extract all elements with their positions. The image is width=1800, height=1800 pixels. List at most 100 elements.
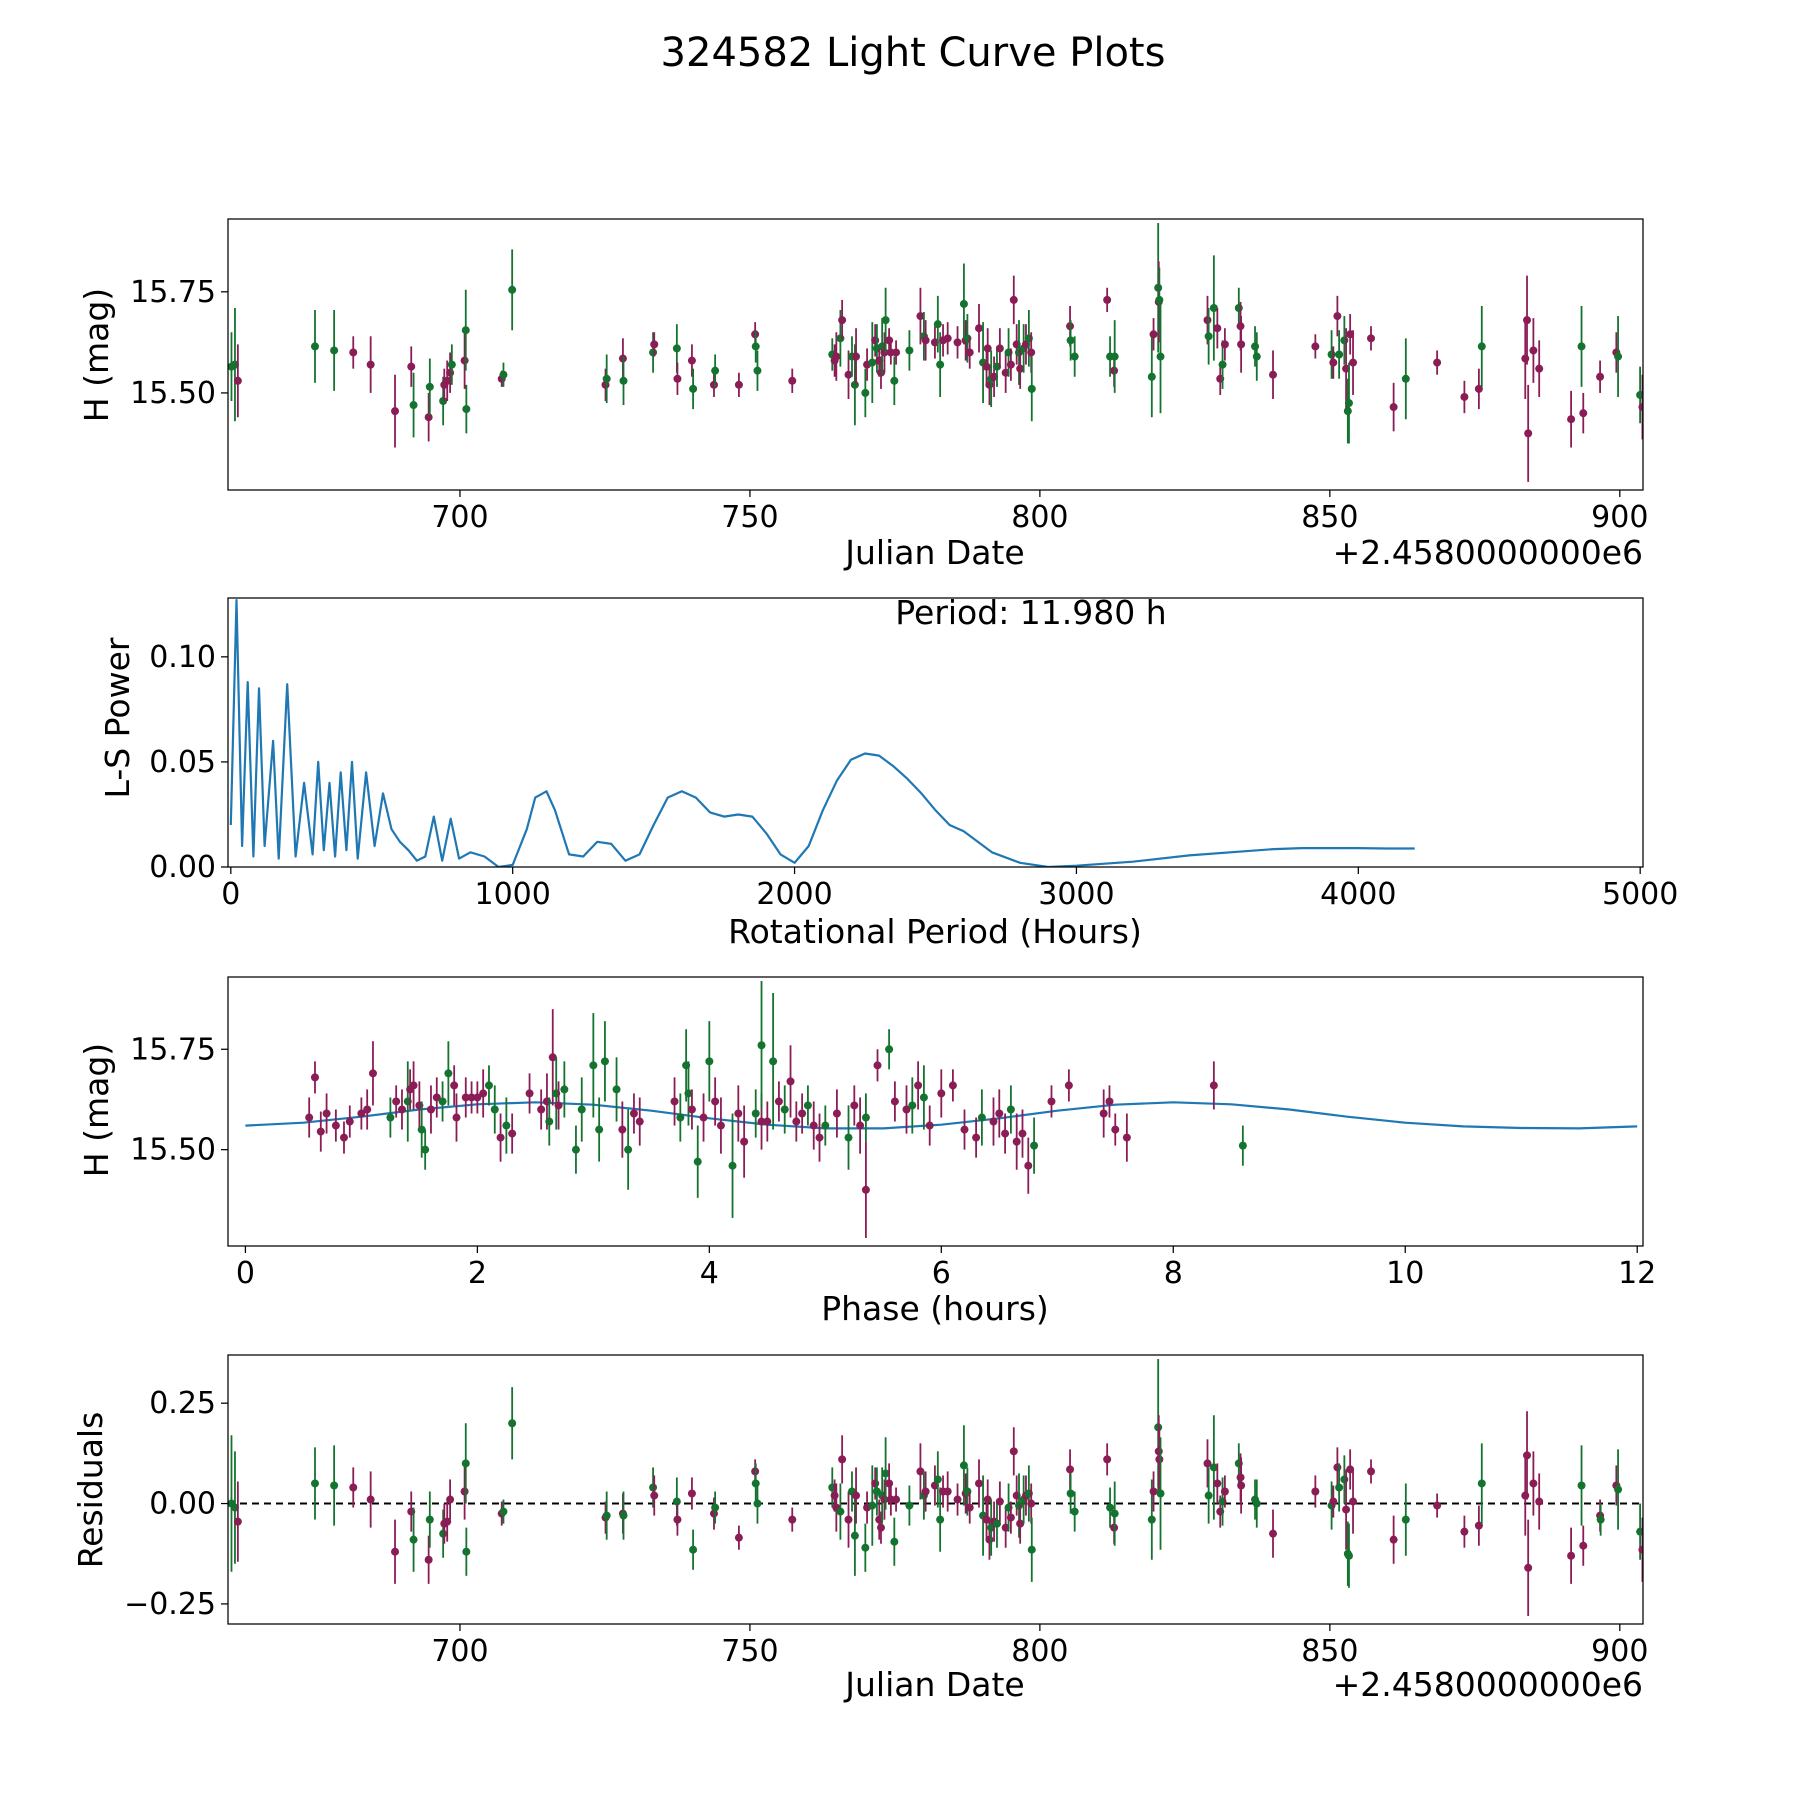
- periodogram-panel: L-S Power Rotational Period (Hours) Peri…: [98, 593, 1678, 951]
- phase-folded-data-point: [948, 1081, 957, 1090]
- residuals-data-point: [916, 1467, 925, 1476]
- light-curve-data-point: [461, 326, 470, 335]
- light-curve-data-point: [1234, 303, 1243, 312]
- phase-folded-data-point: [769, 1057, 778, 1066]
- residuals-data-point: [1579, 1541, 1588, 1550]
- residuals-data-point: [1344, 1551, 1353, 1560]
- phase-folded-data-point: [803, 1101, 812, 1110]
- phase-folded-data-point: [577, 1105, 586, 1114]
- residuals-data-point: [1066, 1489, 1075, 1498]
- periodogram-xtick-label: 2000: [756, 877, 832, 912]
- phase-folded-data-point: [705, 1057, 714, 1066]
- light-curve-data-point: [709, 380, 718, 389]
- phase-folded-data-point: [629, 1109, 638, 1118]
- light-curve-data-layer: [228, 223, 1643, 482]
- light-curve-data-point: [953, 338, 962, 347]
- phase-folded-data-point: [676, 1113, 685, 1122]
- residuals-data-point: [1066, 1465, 1075, 1474]
- residuals-data-point: [1638, 1545, 1643, 1554]
- light-curve-data-point: [974, 324, 983, 333]
- light-curve-data-point: [921, 336, 930, 345]
- residuals-data-point: [1329, 1497, 1338, 1506]
- residuals-data-point: [734, 1533, 743, 1542]
- residuals-xtick-label: 750: [721, 1634, 778, 1669]
- residuals-data-point: [1027, 1545, 1036, 1554]
- residuals-data-point: [1335, 1483, 1344, 1492]
- light-curve-data-point: [868, 358, 877, 367]
- residuals-data-point: [1342, 1505, 1351, 1514]
- phase-folded-data-point: [467, 1093, 476, 1102]
- light-curve-xtick-label: 900: [1591, 500, 1648, 535]
- residuals-data-point: [1521, 1491, 1530, 1500]
- residuals-ytick-label: 0.00: [149, 1487, 216, 1522]
- residuals-data-point: [1156, 1489, 1165, 1498]
- light-curve-data-point: [602, 374, 611, 383]
- light-curve-data-point: [1269, 370, 1278, 379]
- light-curve-data-point: [1203, 316, 1212, 325]
- phase-folded-data-point: [937, 1089, 946, 1098]
- light-curve-data-point: [1156, 352, 1165, 361]
- phase-folded-data-point: [316, 1127, 325, 1136]
- periodogram-ytick-label: 0.10: [149, 640, 216, 675]
- light-curve-data-point: [409, 401, 418, 410]
- light-curve-data-point: [1433, 358, 1442, 367]
- phase-folded-data-point: [977, 1113, 986, 1122]
- residuals-data-point: [1237, 1481, 1246, 1490]
- figure-title: 324582 Light Curve Plots: [661, 30, 1166, 76]
- residuals-data-point: [1614, 1485, 1623, 1494]
- light-curve-data-point: [460, 356, 469, 365]
- residuals-data-point: [885, 1479, 894, 1488]
- residuals-data-point: [892, 1495, 901, 1504]
- light-curve-xtick-label: 800: [1011, 500, 1068, 535]
- phase-folded-data-point: [1111, 1125, 1120, 1134]
- light-curve-data-point: [983, 344, 992, 353]
- phase-folded-data-point: [595, 1125, 604, 1134]
- light-curve-data-point: [1103, 295, 1112, 304]
- light-curve-xtick-label: 700: [431, 500, 488, 535]
- residuals-data-point: [1367, 1467, 1376, 1476]
- residuals-data-point: [711, 1503, 720, 1512]
- phase-folded-data-point: [490, 1105, 499, 1114]
- light-curve-data-point: [1344, 399, 1353, 408]
- phase-folded-data-point: [757, 1117, 766, 1126]
- periodogram-xlabel: Rotational Period (Hours): [728, 912, 1142, 951]
- light-curve-data-point: [499, 370, 508, 379]
- residuals-data-point: [649, 1483, 658, 1492]
- light-curve-xtick-label: 850: [1301, 500, 1358, 535]
- light-curve-data-point: [1110, 352, 1119, 361]
- light-curve-data-point: [1027, 384, 1036, 393]
- phase-folded-data-point: [571, 1145, 580, 1154]
- phase-folded-data-point: [716, 1121, 725, 1130]
- light-curve-data-point: [650, 340, 659, 349]
- phase-folded-data-point: [368, 1069, 377, 1078]
- residuals-data-point: [1333, 1463, 1342, 1472]
- light-curve-data-point: [832, 352, 841, 361]
- phase-folded-data-point: [444, 1069, 453, 1078]
- light-curve-data-point: [447, 360, 456, 369]
- light-curve-data-point: [1340, 336, 1349, 345]
- light-curve-xlabel: Julian Date: [843, 533, 1025, 572]
- residuals-data-point: [424, 1555, 433, 1564]
- residuals-data-point: [689, 1545, 698, 1554]
- residuals-data-point: [876, 1523, 885, 1532]
- light-curve-data-point: [1523, 316, 1532, 325]
- light-curve-data-point: [1329, 358, 1338, 367]
- residuals-data-point: [391, 1547, 400, 1556]
- periodogram-xtick-label: 3000: [1038, 877, 1114, 912]
- light-curve-data-point: [508, 285, 517, 294]
- phase-folded-data-point: [832, 1109, 841, 1118]
- residuals-xtick-label: 800: [1011, 1634, 1068, 1669]
- phase-folded-data-point: [331, 1121, 340, 1130]
- phase-folded-data-point: [612, 1085, 621, 1094]
- residuals-data-point: [1006, 1513, 1015, 1522]
- phase-folded-data-point: [545, 1117, 554, 1126]
- phase-folded-data-point: [902, 1105, 911, 1114]
- phase-folded-data-point: [426, 1105, 435, 1114]
- phase-folded-data-point: [885, 1045, 894, 1054]
- phase-folded-data-point: [763, 1117, 772, 1126]
- period-annotation: Period: 11.980 h: [895, 593, 1166, 632]
- phase-folded-data-point: [508, 1129, 517, 1138]
- phase-folded-data-point: [417, 1125, 426, 1134]
- residuals-ylabel: Residuals: [71, 1412, 110, 1569]
- residuals-data-point: [499, 1507, 508, 1516]
